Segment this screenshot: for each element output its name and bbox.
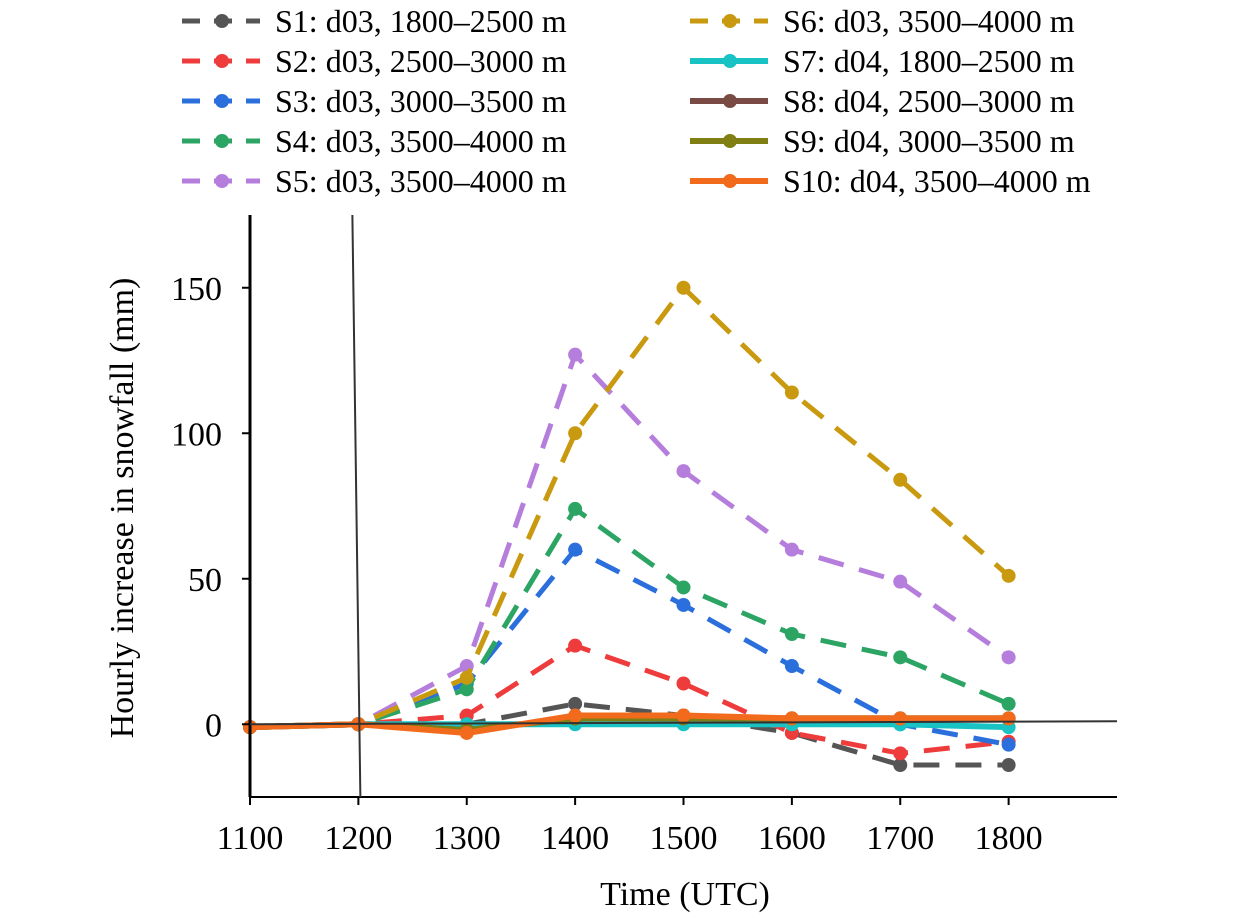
legend-label: S5: d03, 3500–4000 m (275, 163, 567, 199)
legend-marker (215, 174, 229, 188)
x-tick-label: 1700 (866, 820, 934, 857)
data-point (568, 426, 583, 441)
legend-entry: S8: d04, 2500–3000 m (690, 83, 1075, 119)
data-point (784, 659, 799, 674)
data-point (459, 725, 474, 740)
legend: S1: d03, 1800–2500 m S2: d03, 2500–3000 m… (182, 3, 1091, 199)
y-axis-label: Hourly increase in snowfall (mm) (104, 278, 141, 739)
legend-marker (723, 174, 737, 188)
data-point (568, 696, 583, 711)
legend-marker (723, 94, 737, 108)
x-tick-label: 1300 (433, 820, 501, 857)
legend-marker (215, 14, 229, 28)
legend-entry: S3: d03, 3000–3500 m (182, 83, 567, 119)
data-point (568, 638, 583, 653)
data-point (1001, 568, 1016, 583)
legend-entry: S9: d04, 3000–3500 m (690, 123, 1075, 159)
data-point (893, 757, 908, 772)
y-tick-label: 0 (205, 707, 222, 744)
series-line (249, 352, 1011, 730)
legend-label: S9: d04, 3000–3500 m (783, 123, 1075, 159)
x-axis-label: Time (UTC) (600, 876, 770, 913)
data-point (568, 708, 583, 723)
data-point (893, 574, 908, 589)
data-point (1001, 737, 1016, 752)
x-tick-label: 1400 (541, 820, 609, 857)
series-line (249, 285, 1011, 730)
data-point (568, 501, 583, 516)
data-point (676, 580, 691, 595)
legend-label: S3: d03, 3000–3500 m (275, 83, 567, 119)
legend-label: S1: d03, 1800–2500 m (275, 3, 567, 39)
legend-entry: S4: d03, 3500–4000 m (182, 123, 567, 159)
data-point (676, 708, 691, 723)
legend-label: S6: d03, 3500–4000 m (783, 3, 1075, 39)
zero-reference-line (249, 720, 1118, 726)
legend-entry: S7: d04, 1800–2500 m (690, 43, 1075, 79)
data-point (676, 676, 691, 691)
data-point (568, 542, 583, 557)
y-tick-label: 150 (171, 271, 222, 308)
data-point (1001, 711, 1016, 726)
legend-entry: S1: d03, 1800–2500 m (182, 3, 567, 39)
legend-marker (723, 54, 737, 68)
legend-label: S2: d03, 2500–3000 m (275, 43, 567, 79)
legend-marker (215, 134, 229, 148)
x-tick-label: 1800 (975, 820, 1043, 857)
legend-label: S4: d03, 3500–4000 m (275, 123, 567, 159)
y-tick-label: 50 (188, 562, 222, 599)
legend-entry: S5: d03, 3500–4000 m (182, 163, 567, 199)
y-tick-label: 100 (171, 416, 222, 453)
legend-entry: S6: d03, 3500–4000 m (690, 3, 1075, 39)
data-point (459, 670, 474, 685)
legend-label: S10: d04, 3500–4000 m (783, 163, 1091, 199)
data-point (893, 472, 908, 487)
series-line (249, 643, 1009, 756)
data-point (893, 650, 908, 665)
data-point (676, 280, 691, 295)
x-tick-label: 1100 (217, 820, 284, 857)
legend-marker (723, 134, 737, 148)
data-point (676, 464, 691, 479)
x-tick-label: 1500 (650, 820, 718, 857)
axes: 1100 1200 1300 1400 1500 1600 1700 1800 0 50 100 15… (171, 214, 1118, 857)
data-point (893, 711, 908, 726)
series-line (249, 712, 1009, 736)
data-point (893, 746, 908, 761)
data-point (568, 347, 583, 362)
legend-marker (215, 94, 229, 108)
data-point (784, 385, 799, 400)
x-tick-label: 1600 (758, 820, 826, 857)
data-point (459, 682, 474, 697)
legend-marker (723, 14, 737, 28)
data-point (1001, 650, 1016, 665)
legend-entry: S10: d04, 3500–4000 m (690, 163, 1091, 199)
time-reference-line (351, 214, 362, 798)
data-point (784, 542, 799, 557)
legend-label: S7: d04, 1800–2500 m (783, 43, 1075, 79)
legend-marker (215, 54, 229, 68)
legend-entry: S2: d03, 2500–3000 m (182, 43, 567, 79)
data-point (676, 597, 691, 612)
series-line (249, 506, 1010, 730)
data-point (1001, 696, 1016, 711)
legend-label: S8: d04, 2500–3000 m (783, 83, 1075, 119)
data-point (784, 627, 799, 642)
data-point (1001, 757, 1016, 772)
x-tick-label: 1200 (324, 820, 392, 857)
